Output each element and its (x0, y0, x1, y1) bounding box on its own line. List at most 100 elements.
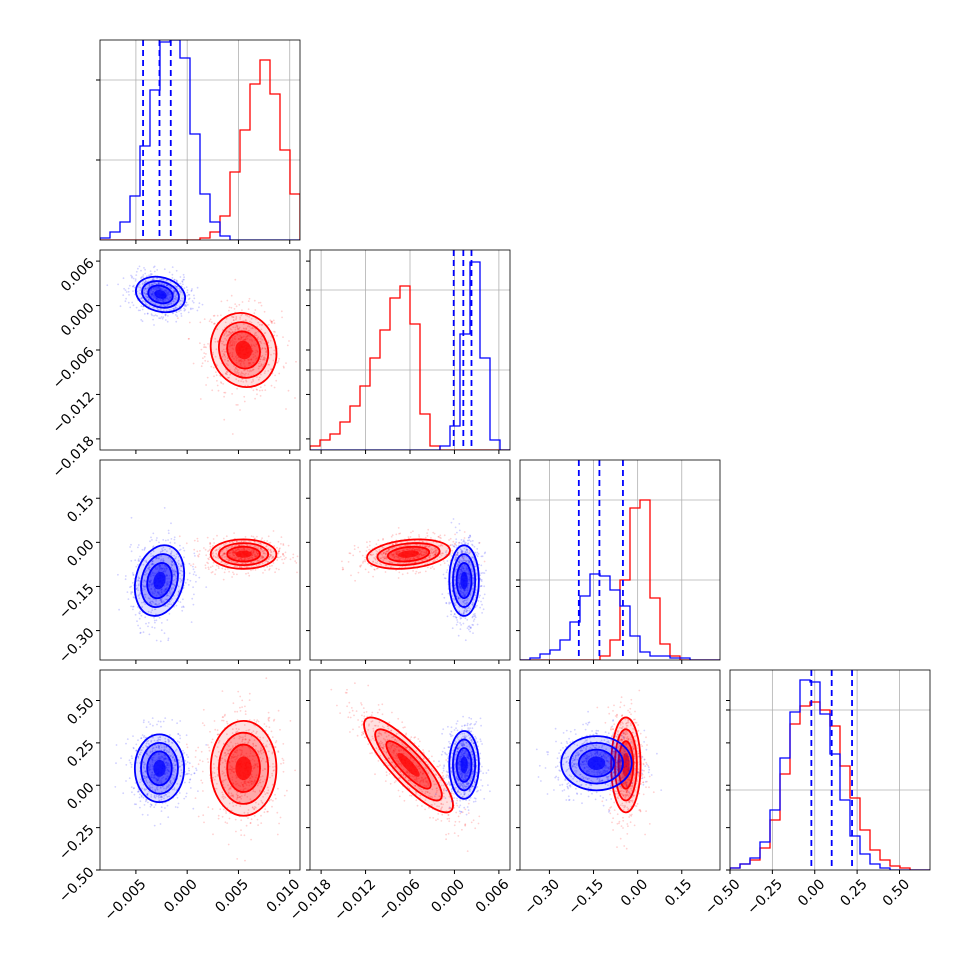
scatter-point (245, 565, 247, 568)
scatter-point (151, 626, 154, 629)
scatter-point (179, 544, 181, 547)
scatter-point (152, 601, 155, 604)
scatter-point (147, 567, 150, 570)
scatter-point (216, 379, 218, 382)
scatter-point (167, 539, 170, 541)
scatter-point (237, 328, 240, 330)
scatter-point (155, 286, 158, 288)
scatter-point (232, 702, 235, 705)
scatter-point (231, 339, 234, 342)
scatter-point (137, 563, 139, 566)
scatter-point (151, 572, 154, 575)
scatter-point (182, 278, 185, 281)
scatter-point (151, 583, 154, 586)
scatter-point (229, 555, 231, 558)
scatter-point (225, 343, 227, 346)
scatter-point (250, 561, 253, 564)
scatter-point (239, 335, 242, 337)
scatter-point (158, 300, 161, 302)
scatter-point (123, 287, 125, 290)
scatter-point (166, 580, 169, 583)
scatter-point (234, 328, 237, 331)
scatter-point (148, 580, 151, 583)
scatter-point (156, 591, 159, 594)
scatter-point (230, 321, 233, 324)
scatter-point (152, 294, 155, 297)
scatter-point (265, 349, 268, 352)
scatter-point (145, 561, 148, 564)
scatter-point (149, 573, 152, 576)
scatter-point (240, 336, 243, 339)
scatter-point (173, 585, 176, 587)
scatter-point (263, 358, 265, 361)
scatter-point (424, 570, 427, 573)
scatter-point (237, 547, 240, 550)
scatter-point (231, 330, 234, 333)
scatter-point (223, 553, 225, 555)
scatter-point (241, 309, 243, 311)
scatter-point (257, 301, 260, 304)
scatter-point (252, 327, 254, 330)
scatter-point (223, 334, 226, 337)
scatter-point (269, 549, 272, 551)
scatter-point (158, 317, 161, 319)
scatter-point (157, 282, 160, 284)
scatter-point (203, 318, 206, 320)
histogram-panel-3 (726, 669, 931, 871)
scatter-point (377, 539, 380, 542)
scatter-point (447, 592, 450, 595)
scatter-point (256, 351, 259, 353)
scatter-point (165, 588, 167, 591)
scatter-point (178, 589, 181, 592)
scatter-point (214, 728, 217, 731)
scatter-point (189, 579, 192, 582)
scatter-point (205, 353, 207, 355)
scatter-point (126, 591, 129, 593)
scatter-point (172, 583, 174, 586)
scatter-point (250, 343, 253, 346)
scatter-point (208, 746, 210, 749)
scatter-point (166, 619, 169, 621)
scatter-point (202, 790, 204, 792)
scatter-point (477, 600, 480, 602)
scatter-point (480, 585, 483, 587)
scatter-point (341, 560, 343, 563)
scatter-point (272, 530, 275, 532)
scatter-point (150, 579, 153, 582)
scatter-point (151, 583, 154, 586)
scatter-point (177, 563, 180, 566)
red-histogram (310, 285, 510, 450)
scatter-point (244, 710, 247, 713)
scatter-point (130, 605, 133, 608)
scatter-point (127, 598, 130, 600)
scatter-point (236, 357, 238, 360)
scatter-point (273, 718, 276, 721)
scatter-point (244, 705, 246, 708)
scatter-point (163, 589, 166, 592)
scatter-point (243, 565, 246, 568)
scatter-point (156, 298, 159, 301)
scatter-point (196, 309, 199, 312)
scatter-point (246, 566, 249, 568)
scatter-point (160, 600, 163, 603)
scatter-point (132, 290, 134, 292)
scatter-point (244, 540, 247, 543)
scatter-point (248, 699, 251, 701)
scatter-point (165, 574, 168, 577)
scatter-point (186, 289, 189, 291)
scatter-point (211, 389, 214, 392)
scatter-point (226, 376, 229, 379)
scatter-point (232, 331, 234, 334)
scatter-point (174, 295, 176, 297)
scatter-point (146, 304, 148, 306)
scatter-point (162, 298, 164, 301)
scatter-point (144, 281, 146, 284)
scatter-point (190, 290, 193, 292)
scatter-point (451, 627, 454, 630)
scatter-point (137, 584, 140, 587)
scatter-point (446, 615, 449, 618)
scatter-point (151, 292, 154, 294)
scatter-point (158, 568, 161, 571)
scatter-point (212, 554, 215, 557)
scatter-point (171, 300, 174, 303)
